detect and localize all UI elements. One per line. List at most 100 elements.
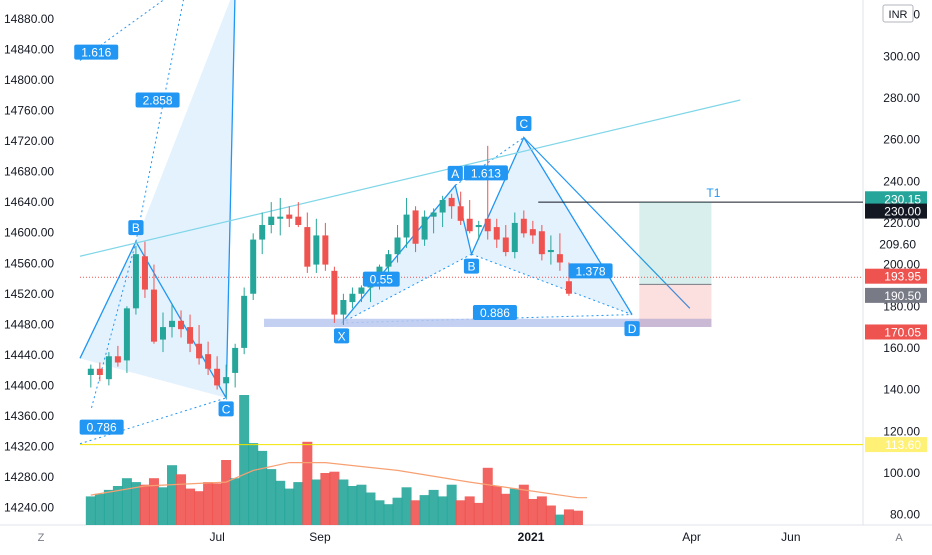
- volume-bar: [437, 496, 448, 525]
- volume-bar: [365, 492, 376, 525]
- volume-bar: [94, 493, 105, 525]
- volume-bar: [121, 478, 132, 525]
- left-axis-tick: 14520.00: [4, 287, 54, 301]
- pattern-1-fill-right: [135, 0, 235, 398]
- candle-body: [205, 354, 212, 369]
- volume-bar: [509, 488, 520, 525]
- volume-bar: [491, 486, 502, 525]
- candle-body: [358, 287, 365, 294]
- right-axis-minor-label: 209.60: [879, 238, 916, 252]
- zoom-button-box[interactable]: [30, 528, 52, 546]
- trend-line-c-to-d-right: [523, 137, 691, 309]
- pattern-1-dotted-c: [79, 0, 165, 61]
- price-tag-bg: [865, 191, 927, 207]
- volume-bar: [112, 486, 123, 525]
- candle-body: [493, 227, 500, 240]
- right-axis-tick: 80.00: [890, 508, 920, 522]
- volume-bar: [329, 471, 340, 525]
- candle-body: [87, 368, 94, 375]
- volume-bar: [464, 496, 475, 525]
- volume-bar: [130, 482, 141, 525]
- right-axis-tick: 140.00: [883, 383, 920, 397]
- target-zone: [639, 202, 712, 285]
- volume-bar: [176, 474, 187, 525]
- volume-bar: [275, 480, 286, 525]
- pattern-1-dotted-a: [90, 241, 137, 411]
- stop-zone: [639, 284, 712, 327]
- volume-bar: [320, 473, 331, 525]
- candle-body: [385, 254, 392, 267]
- pattern-2-ratio-label: 0.55: [370, 273, 394, 287]
- volume-bar: [85, 496, 96, 525]
- volume-bar: [563, 509, 574, 525]
- pattern-2-point-d: D: [628, 322, 637, 336]
- candle-body: [232, 347, 239, 373]
- pattern-2-ac-dotted: [454, 137, 525, 186]
- candle-body: [132, 254, 139, 309]
- candle-body: [150, 289, 157, 342]
- candle-body: [439, 200, 446, 213]
- candle-body: [169, 320, 176, 328]
- left-axis-tick: 14480.00: [4, 317, 54, 331]
- left-axis-tick: 14800.00: [4, 73, 54, 87]
- volume-bar: [185, 488, 196, 525]
- pattern-2-point-x: X: [338, 329, 346, 343]
- right-axis-tick: 100.00: [883, 466, 920, 480]
- candle-body: [556, 254, 563, 263]
- candle-body: [322, 235, 329, 265]
- pattern-2-ratio-label-bg: [472, 305, 517, 320]
- currency-badge-box[interactable]: [882, 4, 914, 23]
- volume-bar: [148, 478, 159, 525]
- volume-bar: [374, 500, 385, 525]
- pattern-1-ratio-label-bg: [135, 92, 180, 108]
- left-axis-tick: 14560.00: [4, 256, 54, 270]
- volume-bar: [212, 483, 223, 525]
- auto-scale-button-box[interactable]: [888, 528, 910, 546]
- volume-bar: [410, 500, 421, 525]
- volume-bar: [266, 469, 277, 525]
- volume-bar: [239, 395, 250, 525]
- right-axis-tick: 240.00: [883, 174, 920, 188]
- candle-body: [250, 239, 257, 294]
- pattern-1-point-b: B: [132, 221, 140, 235]
- candle-body: [304, 227, 311, 267]
- support-band: [264, 318, 712, 327]
- candle-body: [331, 270, 338, 315]
- x-axis-tick: 2021: [518, 530, 545, 544]
- volume-bar: [572, 510, 583, 525]
- candle-body: [187, 327, 194, 344]
- volume-bar: [473, 502, 484, 525]
- candle-body: [114, 356, 121, 363]
- candle-body: [484, 218, 491, 232]
- volume-bar: [356, 484, 367, 525]
- price-tag-bg: [865, 268, 927, 284]
- pattern-1-ratio-label: 0.786: [87, 421, 117, 435]
- candle-body: [421, 216, 428, 240]
- candle-body: [403, 214, 410, 238]
- volume-bar: [167, 465, 178, 525]
- candle-body: [538, 231, 545, 255]
- price-tag-bg: [865, 324, 927, 340]
- candle-body: [178, 320, 185, 330]
- candle-body: [196, 343, 203, 359]
- candle-body: [268, 216, 275, 225]
- pattern-2-bd-dotted: [471, 253, 633, 316]
- volume-bar: [347, 486, 358, 525]
- pattern-1-ratio-label-bg: [74, 44, 119, 60]
- left-axis-tick: 14440.00: [4, 348, 54, 362]
- volume-bar: [401, 487, 412, 525]
- volume-bar: [302, 441, 313, 525]
- volume-bar: [221, 460, 232, 525]
- right-axis-tick: 260.00: [883, 133, 920, 147]
- volume-bar: [482, 467, 493, 525]
- candle-body: [430, 212, 437, 217]
- pattern-1-dotted-d: [135, 0, 184, 242]
- volume-bar: [518, 484, 529, 525]
- pattern-2-ratio-label: 1.613: [471, 166, 501, 180]
- candle-body: [105, 356, 112, 380]
- price-tag-193-95: 193.95: [884, 270, 921, 284]
- pattern-2-point-b: B: [467, 260, 475, 274]
- x-axis-tick: Jun: [781, 530, 800, 544]
